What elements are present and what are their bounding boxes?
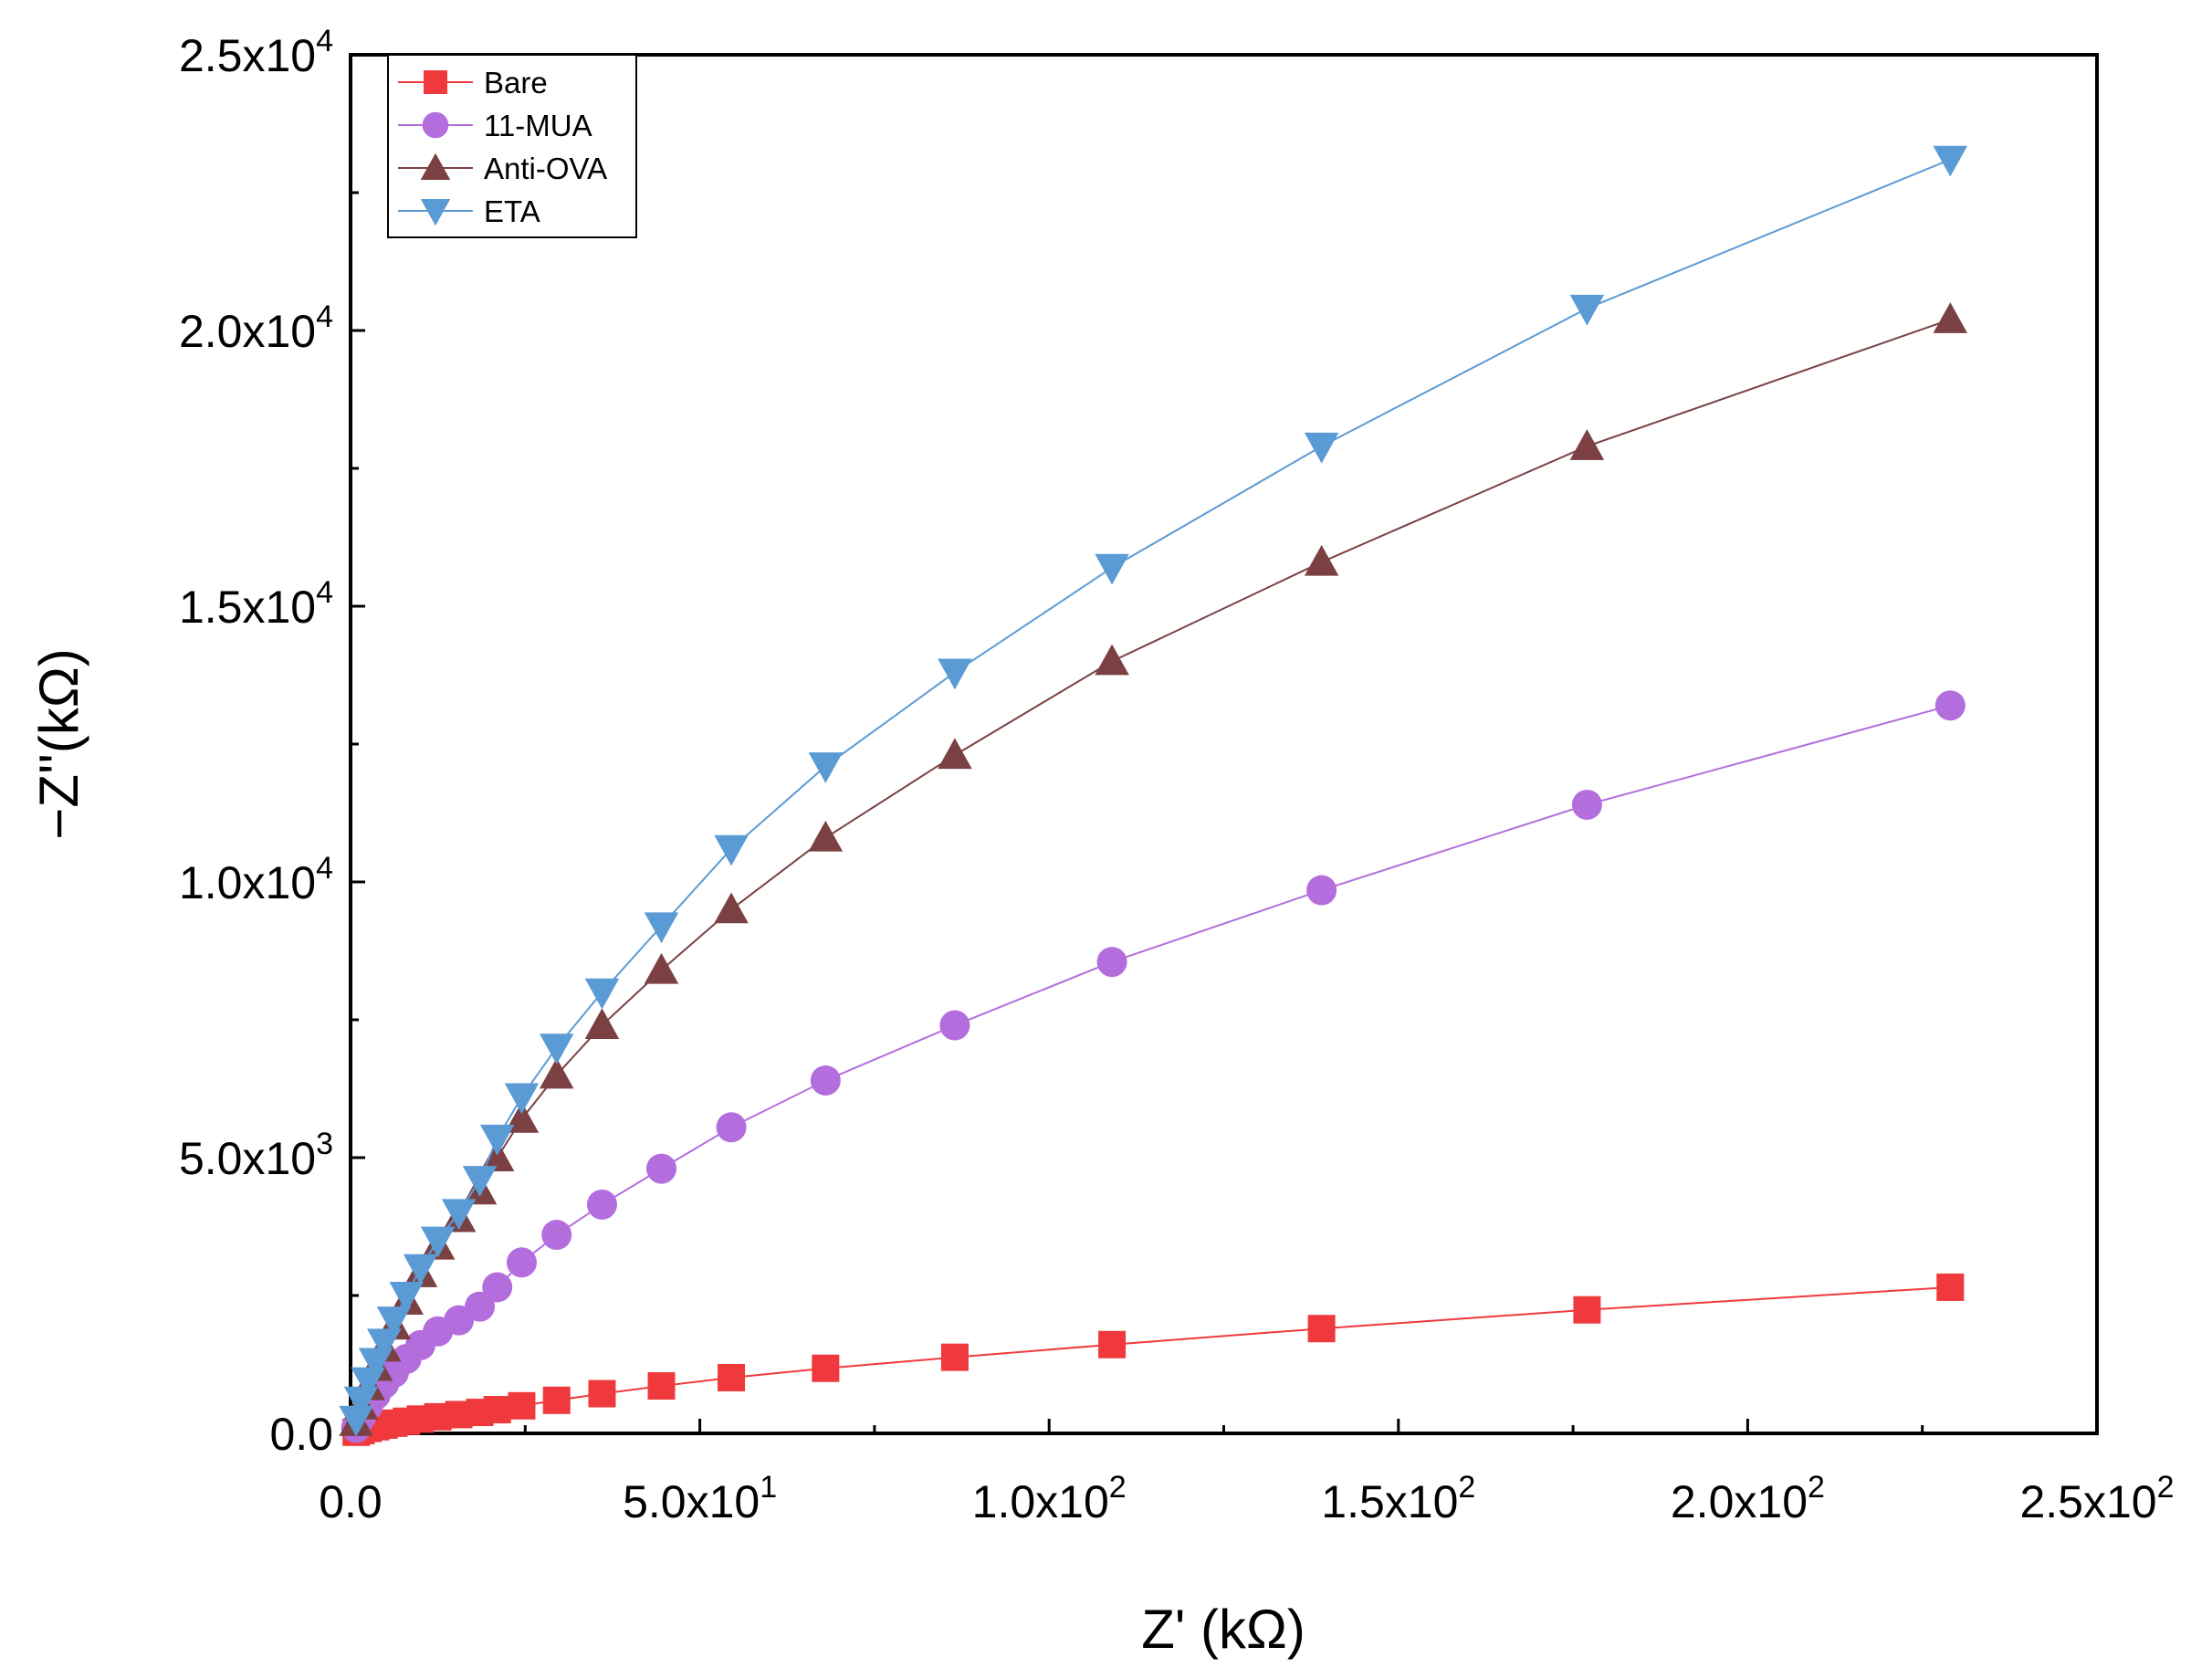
plot-frame [349,53,2099,1435]
data-point-eta [714,834,749,866]
data-point-bare [1098,1330,1127,1359]
data-point-anti-ova [539,1057,574,1089]
data-point-bare [1307,1315,1336,1343]
x-tick-label: 1.5x102 [1321,1470,1475,1527]
legend-marker-bare [424,70,447,94]
data-point-eta [366,1328,402,1360]
data-point-11-mua [810,1065,841,1096]
data-point-bare [940,1343,969,1371]
data-point-11-mua [939,1010,970,1041]
data-point-bare [647,1372,676,1400]
data-point-anti-ova [1304,544,1339,576]
data-point-eta [1569,294,1605,326]
legend-marker-eta [420,199,451,226]
data-point-eta [1095,553,1129,585]
x-tick-label: 1.0x102 [972,1470,1127,1527]
legend-label: Bare [484,66,548,100]
series-layer [339,145,1968,1446]
data-point-11-mua [541,1220,572,1251]
data-point-11-mua [465,1291,496,1322]
legend: Bare 11-MUA Anti-OVA ETA [387,54,637,238]
data-point-eta [938,658,972,690]
data-point-bare [1936,1273,1965,1301]
y-tick-label: 0.0 [269,1409,333,1460]
data-point-bare [718,1363,746,1391]
x-tick-labels: 0.0 5.0x101 1.0x102 1.5x102 2.0x102 2.5x102 [319,1470,2174,1527]
series-11-mua [341,690,1966,1443]
legend-marker-anti-ova [420,152,451,180]
y-tick-label: 2.0x104 [179,299,333,357]
data-point-anti-ova [938,738,972,770]
x-tick-label: 0.0 [319,1476,383,1527]
y-tick-labels: 0.0 5.0x103 1.0x104 1.5x104 2.0x104 2.5x104 [179,24,333,1460]
data-point-eta [539,1033,574,1065]
data-point-11-mua [482,1272,513,1303]
data-point-anti-ova [1095,644,1129,676]
y-axis-title: −Z''(kΩ) [28,648,89,839]
y-tick-label: 5.0x103 [179,1127,333,1184]
data-point-eta [644,912,679,944]
y-tick-label: 2.5x104 [179,24,333,81]
data-point-bare [483,1396,511,1424]
data-point-eta [584,978,620,1010]
data-point-11-mua [1571,789,1602,820]
legend-item-eta: ETA [398,194,540,228]
data-point-bare [588,1380,616,1408]
data-point-eta [1304,432,1339,464]
legend-item-11-mua: 11-MUA [398,109,592,142]
y-tick-label: 1.5x104 [179,575,333,633]
data-point-11-mua [716,1112,747,1143]
y-tick-label: 1.0x104 [179,851,333,908]
x-tick-label: 2.0x102 [1671,1470,1825,1527]
series-eta [339,145,1968,1437]
data-point-bare [542,1386,571,1414]
data-point-eta [420,1226,456,1258]
data-point-eta [376,1306,412,1338]
legend-label: Anti-OVA [484,152,607,185]
x-tick-label: 2.5x102 [2019,1470,2174,1527]
series-line-eta [355,158,1951,1421]
legend-marker-11-mua [422,111,449,139]
data-point-eta [504,1083,540,1115]
data-point-11-mua [1096,947,1127,978]
legend-label: 11-MUA [484,109,592,142]
data-point-bare [508,1391,536,1420]
data-point-11-mua [506,1247,537,1278]
legend-label: ETA [484,194,540,228]
data-point-anti-ova [479,1140,515,1171]
series-line-bare [355,1285,1951,1433]
data-point-anti-ova [714,892,749,924]
data-point-anti-ova [644,952,679,984]
legend-item-anti-ova: Anti-OVA [398,152,607,185]
data-point-eta [808,752,844,783]
data-point-eta [403,1254,438,1285]
data-point-11-mua [586,1189,617,1220]
series-anti-ova [339,302,1968,1436]
data-point-eta [339,1405,373,1437]
data-point-11-mua [1306,875,1337,906]
axis-ticks [349,53,2099,1435]
data-point-11-mua [1934,690,1966,721]
data-point-anti-ova [808,820,844,852]
data-point-anti-ova [584,1008,620,1040]
data-point-eta [389,1282,424,1313]
data-point-bare [1573,1296,1601,1324]
data-point-eta [441,1199,477,1231]
data-point-bare [812,1354,840,1382]
data-point-anti-ova [1569,429,1605,460]
data-point-eta [462,1166,498,1197]
x-tick-label: 5.0x101 [623,1470,777,1527]
data-point-eta [479,1124,515,1156]
data-point-anti-ova [1933,302,1968,333]
legend-item-bare: Bare [398,66,548,100]
series-line-11-mua [355,704,1951,1429]
data-point-eta [1933,145,1968,177]
series-line-anti-ova [355,318,1951,1423]
series-bare [342,1273,1965,1446]
x-axis-title: Z' (kΩ) [1141,1599,1305,1660]
data-point-11-mua [646,1153,677,1184]
